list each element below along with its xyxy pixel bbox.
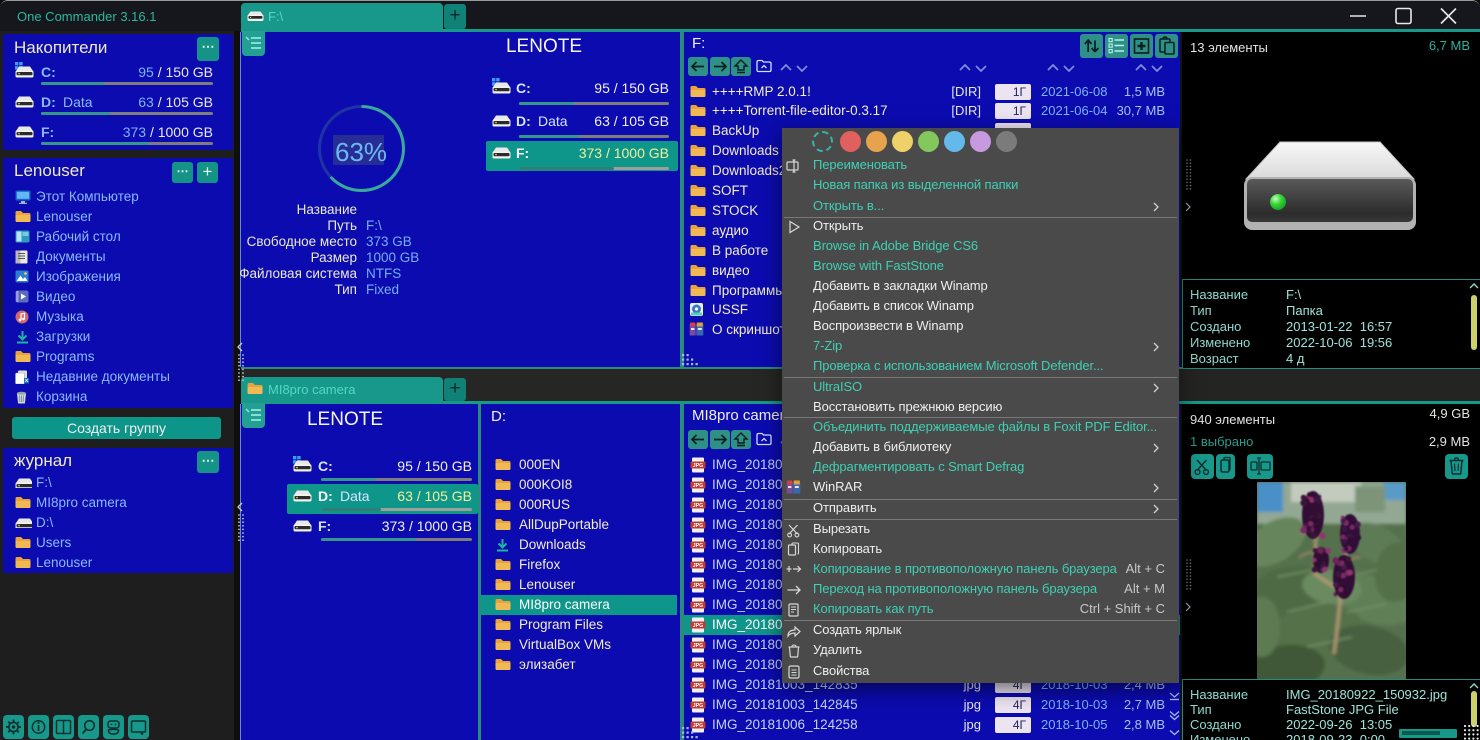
svg-text:JPG: JPG	[693, 603, 703, 609]
svg-text:JPG: JPG	[693, 483, 703, 489]
svg-text:JPG: JPG	[693, 643, 703, 649]
svg-text:JPG: JPG	[693, 703, 703, 709]
svg-text:JPG: JPG	[693, 463, 703, 469]
svg-text:JPG: JPG	[693, 563, 703, 569]
svg-text:JPG: JPG	[693, 523, 703, 529]
svg-text:JPG: JPG	[693, 543, 703, 549]
svg-text:JPG: JPG	[693, 723, 703, 729]
svg-text:JPG: JPG	[693, 583, 703, 589]
svg-text:JPG: JPG	[693, 503, 703, 509]
svg-text:JPG: JPG	[693, 683, 703, 689]
svg-text:JPG: JPG	[693, 663, 703, 669]
svg-text:JPG: JPG	[693, 623, 703, 629]
